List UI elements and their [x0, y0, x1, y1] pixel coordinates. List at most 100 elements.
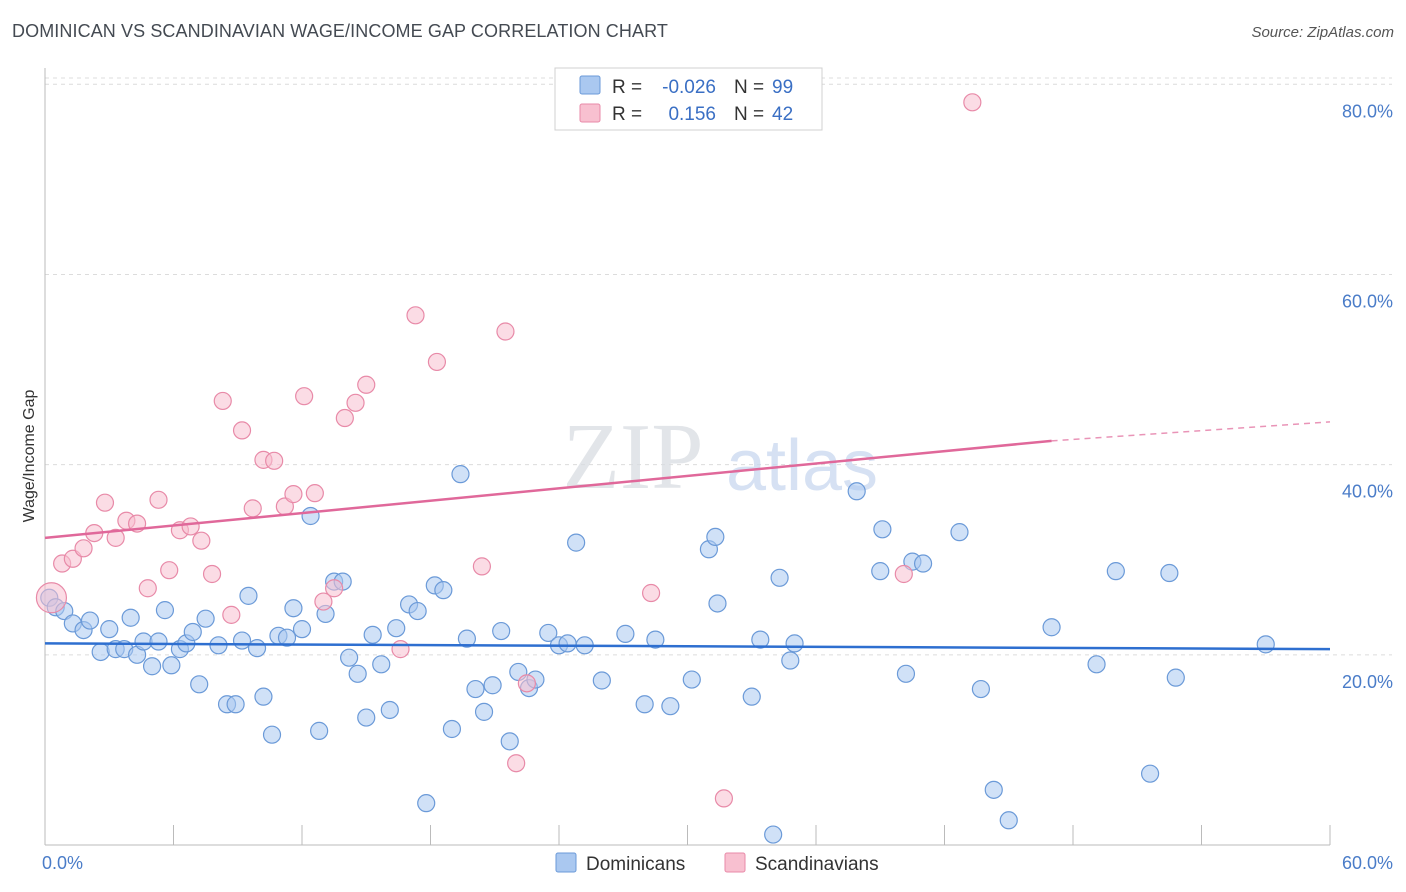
trend-line-dominicans: [44, 642, 1331, 651]
point-dominicans-35: [310, 721, 329, 740]
point-scandinavians-37: [517, 674, 536, 693]
point-dominicans-68: [616, 624, 635, 643]
point-dominicans-65: [567, 533, 586, 552]
point-dominicans-58: [500, 732, 519, 751]
x-tick-label-1: 60.0%: [1342, 853, 1393, 873]
point-dominicans-19: [183, 622, 202, 642]
point-dominicans-91: [1042, 618, 1061, 637]
point-dominicans-69: [635, 695, 654, 714]
legend-n-label-1: N =: [734, 77, 764, 98]
legend-swatch-dominicans: [579, 75, 601, 95]
point-dominicans-94: [1140, 764, 1160, 783]
point-scandinavians-38: [641, 583, 661, 603]
y-tick-label-0: 20.0%: [1342, 672, 1393, 692]
point-dominicans-95: [1160, 563, 1179, 583]
point-scandinavians-15: [202, 564, 222, 584]
source-credit: Source: ZipAtlas.com: [1251, 24, 1394, 41]
x-tick-label-0: 0.0%: [42, 853, 83, 873]
point-dominicans-79: [781, 651, 800, 670]
point-scandinavians-34: [472, 557, 491, 576]
point-dominicans-16: [162, 656, 181, 675]
point-scandinavians-10: [149, 490, 168, 509]
point-dominicans-13: [142, 657, 162, 676]
legend-n-value-1: 99: [772, 77, 793, 98]
point-dominicans-55: [474, 702, 494, 721]
data-points: [35, 93, 1275, 844]
point-dominicans-34: [301, 506, 320, 526]
point-scandinavians-18: [232, 421, 252, 440]
point-dominicans-48: [417, 794, 436, 813]
point-scandinavians-28: [335, 408, 354, 428]
point-dominicans-96: [1166, 668, 1185, 687]
point-dominicans-62: [539, 623, 558, 643]
point-dominicans-33: [292, 620, 312, 639]
point-dominicans-54: [466, 679, 485, 699]
grid-lines: [45, 77, 1392, 656]
point-scandinavians-5: [95, 493, 115, 512]
point-scandinavians-25: [305, 484, 324, 503]
point-dominicans-20: [190, 675, 209, 694]
chart-title: DOMINICAN VS SCANDINAVIAN WAGE/INCOME GA…: [12, 21, 668, 41]
point-scandinavians-32: [406, 306, 425, 325]
axes: [44, 68, 1331, 846]
legend-n-value-2: 42: [772, 104, 793, 125]
y-tick-label-2: 60.0%: [1342, 291, 1393, 311]
legend-n-label-2: N =: [734, 104, 764, 125]
point-scandinavians-3: [74, 539, 93, 558]
point-scandinavians-31: [391, 640, 410, 659]
point-dominicans-83: [873, 520, 892, 539]
point-scandinavians-41: [963, 93, 982, 112]
point-dominicans-64: [558, 634, 577, 653]
point-dominicans-42: [363, 625, 382, 644]
trend-line-scandinavians: [44, 439, 1052, 540]
point-scandinavians-29: [346, 393, 365, 412]
point-dominicans-71: [661, 697, 680, 716]
point-dominicans-47: [408, 601, 427, 621]
point-dominicans-87: [950, 523, 969, 542]
point-dominicans-93: [1106, 562, 1125, 581]
point-scandinavians-0: [35, 582, 68, 614]
point-dominicans-53: [457, 629, 477, 648]
point-scandinavians-27: [325, 579, 344, 598]
legend-box: R = -0.026 N = 99 R = 0.156 N = 42: [554, 67, 823, 131]
legend-swatch-scandinavians: [579, 103, 601, 123]
point-dominicans-82: [871, 562, 890, 581]
legend-r-value-2: 0.156: [668, 104, 716, 125]
point-dominicans-24: [226, 695, 245, 714]
point-dominicans-14: [149, 632, 168, 651]
point-scandinavians-36: [507, 754, 526, 773]
point-dominicans-98: [1256, 635, 1275, 654]
y-axis-label: Wage/Income Gap: [21, 390, 38, 523]
point-dominicans-26: [239, 586, 258, 605]
tick-labels: 20.0% 40.0% 60.0% 80.0% 0.0% 60.0%: [42, 101, 1393, 873]
trend-lines: [44, 421, 1331, 651]
bottom-legend-scandinavians: Scandinavians: [755, 854, 879, 875]
point-dominicans-89: [984, 780, 1003, 799]
point-dominicans-21: [196, 609, 215, 628]
y-tick-label-1: 40.0%: [1342, 482, 1393, 502]
point-dominicans-28: [254, 687, 273, 706]
legend-r-label-2: R =: [612, 104, 642, 125]
point-scandinavians-35: [496, 322, 515, 341]
point-dominicans-10: [121, 608, 140, 627]
point-dominicans-67: [592, 671, 611, 690]
point-scandinavians-11: [160, 561, 179, 580]
point-dominicans-56: [483, 676, 502, 695]
bottom-legend-swatch-dominicans: [555, 852, 577, 873]
point-dominicans-92: [1087, 655, 1106, 674]
point-dominicans-74: [706, 527, 725, 547]
point-dominicans-5: [80, 611, 100, 630]
point-dominicans-81: [847, 482, 866, 501]
legend-r-value-1: -0.026: [662, 77, 716, 98]
point-scandinavians-6: [106, 528, 125, 547]
point-scandinavians-9: [138, 579, 157, 598]
point-dominicans-51: [442, 719, 462, 739]
point-dominicans-41: [357, 708, 376, 727]
point-dominicans-15: [155, 601, 175, 620]
point-dominicans-6: [91, 642, 110, 662]
point-dominicans-50: [434, 581, 453, 600]
point-scandinavians-40: [894, 564, 913, 584]
point-scandinavians-24: [295, 387, 314, 406]
point-dominicans-78: [770, 568, 789, 587]
